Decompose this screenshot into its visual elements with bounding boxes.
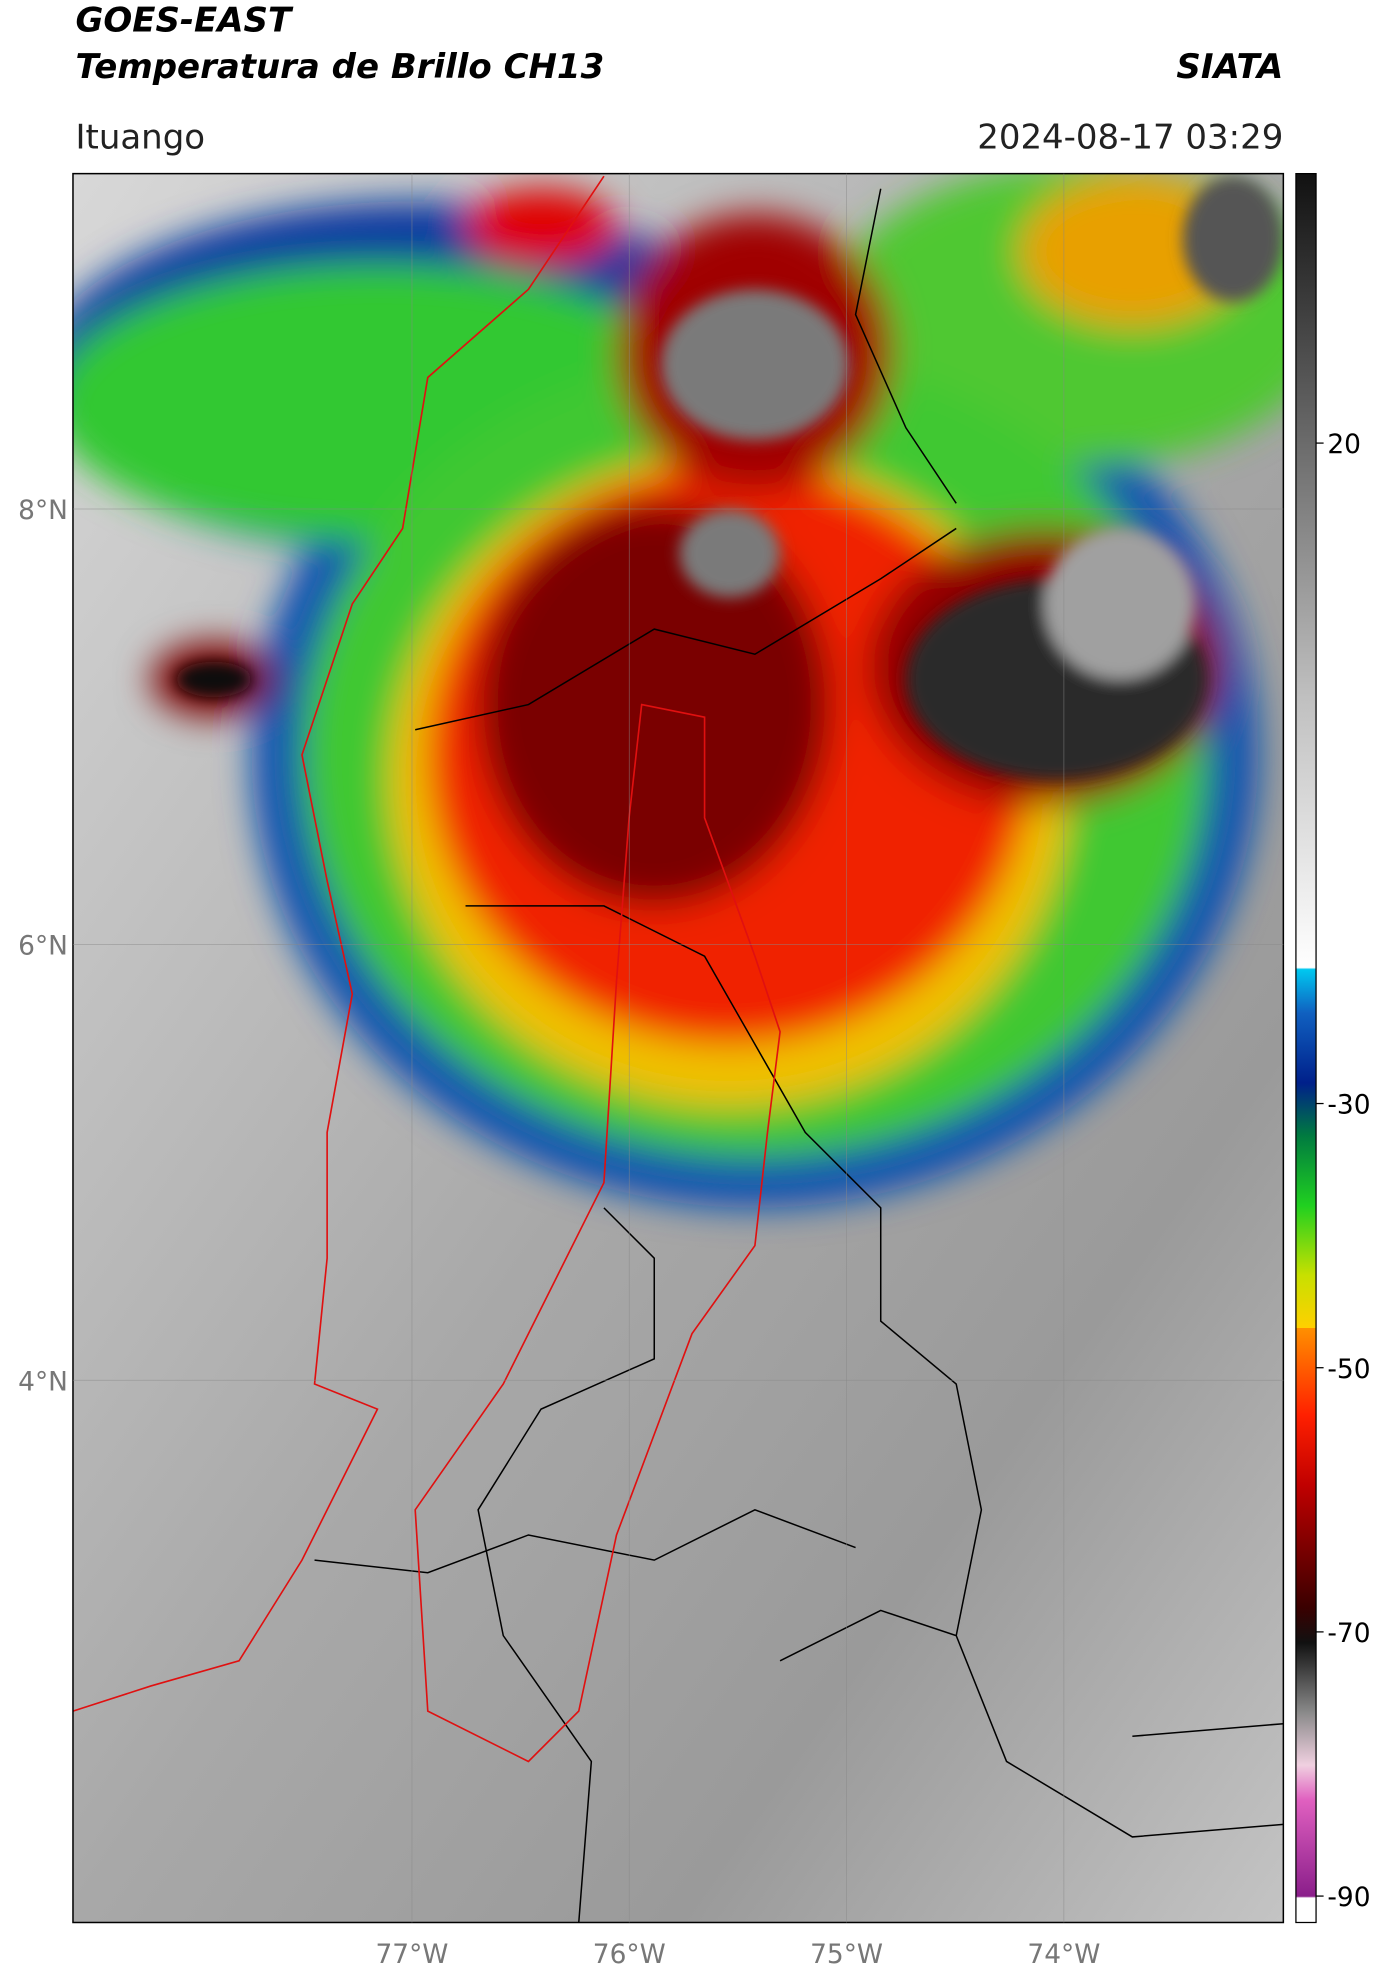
x-tick-label: 74°W bbox=[1027, 1939, 1100, 1970]
datetime: 2024-08-17 03:29 bbox=[977, 117, 1283, 157]
satellite-image bbox=[72, 173, 1284, 1923]
colorbar bbox=[1295, 172, 1317, 1924]
map-frame bbox=[72, 172, 1285, 1924]
subtitle: Temperatura de Brillo CH13 bbox=[75, 47, 604, 87]
x-tick-label: 77°W bbox=[376, 1939, 449, 1970]
title: GOES-EAST bbox=[75, 0, 293, 40]
x-tick-label: 75°W bbox=[810, 1939, 883, 1970]
y-tick-label: 6°N bbox=[18, 931, 68, 962]
colorbar-tick-label: -30 bbox=[1327, 1090, 1370, 1121]
agency: SIATA bbox=[1176, 47, 1283, 87]
location: Ituango bbox=[75, 117, 205, 157]
colorbar-tick-label: -50 bbox=[1327, 1354, 1370, 1385]
colorbar-tick-label: -90 bbox=[1327, 1882, 1370, 1913]
y-tick-label: 4°N bbox=[18, 1366, 68, 1397]
colorbar-tick-label: -70 bbox=[1327, 1618, 1370, 1649]
y-tick-label: 8°N bbox=[18, 495, 68, 526]
x-tick-label: 76°W bbox=[593, 1939, 666, 1970]
colorbar-tick-label: 20 bbox=[1327, 429, 1361, 460]
